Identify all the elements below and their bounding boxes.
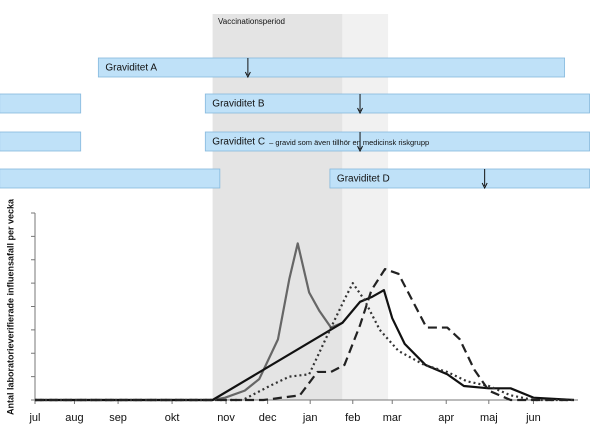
- x-tick-label: dec: [259, 412, 277, 424]
- pregnancy-label: Graviditet D: [337, 174, 390, 185]
- vaccination-label: Vaccinationsperiod: [218, 17, 285, 26]
- x-tick-label: maj: [480, 412, 498, 424]
- x-tick-label: sep: [109, 412, 127, 424]
- x-tick-label: jan: [302, 412, 318, 424]
- data-line: [35, 289, 575, 402]
- x-tick-label: aug: [65, 412, 83, 424]
- arrow-head: [357, 107, 363, 115]
- arrow-head: [244, 71, 251, 79]
- x-tick-label: apr: [438, 412, 454, 424]
- vaccination-period-late: [342, 14, 389, 400]
- x-tick-label: jul: [28, 412, 40, 424]
- data-line: [35, 268, 574, 402]
- data-line: [35, 282, 574, 402]
- pregnancy-label: Graviditet B: [212, 99, 265, 110]
- pregnancy-bar: [0, 131, 82, 152]
- pregnancy-bar: [97, 57, 566, 78]
- pregnancy-bar: [0, 168, 221, 189]
- pregnancy-sublabel: – gravid som även tillhör en medicinsk r…: [269, 138, 429, 147]
- x-tick-label: okt: [165, 412, 180, 424]
- x-tick-label: feb: [345, 412, 360, 424]
- pregnancy-label: Graviditet A: [105, 63, 157, 74]
- pregnancy-label: Graviditet C: [212, 137, 265, 148]
- x-tick-label: nov: [217, 412, 235, 424]
- pregnancy-bar: [0, 93, 82, 114]
- x-tick-label: mar: [383, 412, 402, 424]
- data-line: [35, 242, 343, 402]
- arrow-head: [357, 145, 363, 153]
- y-axis-label: Antal laboratorieverifierade influensafa…: [5, 198, 15, 415]
- arrow-head: [481, 182, 488, 190]
- x-tick-label: jun: [525, 412, 541, 424]
